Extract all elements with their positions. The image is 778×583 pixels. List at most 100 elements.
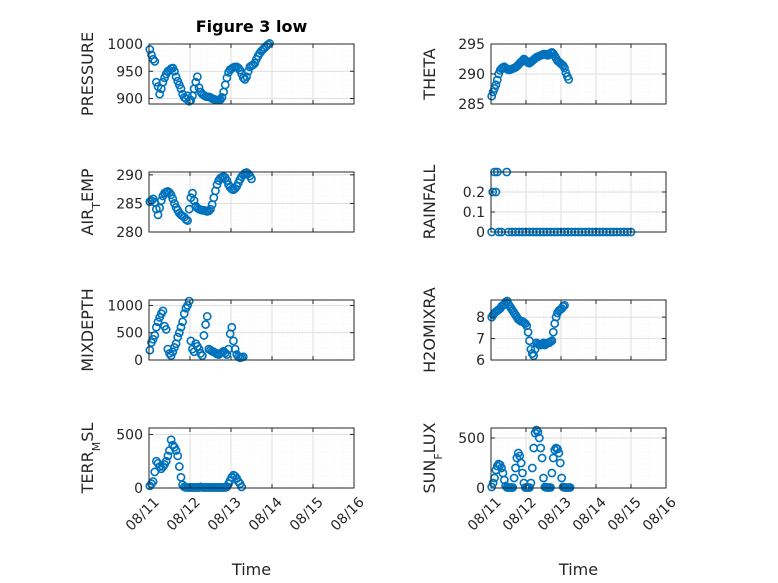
minor-grid [491,300,666,360]
subplot-pressure: 900 950 1000 PRESSURE Figure 3 low [78,17,355,116]
y-tick-label: 950 [116,64,143,80]
data-point [184,296,194,306]
data-point [222,176,232,185]
axes-frame [490,171,667,233]
data-point [147,479,156,489]
data-point [150,57,160,66]
data-point [509,473,519,483]
data-point [147,50,156,60]
data-point [171,446,181,455]
data-point [499,475,509,485]
data-point [215,95,225,105]
data-point [194,344,204,354]
data-point [201,320,210,329]
y-tick-label: 1000 [107,37,143,53]
data-point [183,301,192,310]
data-point [265,39,274,48]
data-point [189,196,199,205]
data-point [488,187,498,197]
axes-frame [148,43,355,105]
data-point [170,199,179,208]
data-point [174,328,184,338]
data-point [557,473,567,483]
data-point [196,349,206,358]
data-point [174,462,184,471]
data-point [487,482,497,492]
y-axis-label: SUNFLUX [420,422,445,493]
major-grid [491,428,666,488]
series-markers [487,48,574,101]
y-label-main: TERR [78,451,97,494]
y-label-subscript: M [90,442,103,452]
data-point [554,448,564,458]
y-axis-label: MIXDEPTH [78,288,97,371]
data-point [155,89,165,99]
data-point [547,468,557,478]
data-point [158,77,168,87]
data-point [491,80,501,90]
y-label-main: SUN [420,460,439,494]
data-point [534,433,544,443]
y-tick-label: 7 [476,332,485,348]
data-point [173,332,183,342]
y-tick-label: 0 [134,481,143,497]
subplot-h2omixra: 6 7 8 H2OMIXRA [420,287,667,373]
subplot-rainfall: 0 0.1 0.2 RAINFALL [420,165,667,241]
data-point [202,311,212,321]
data-point [222,73,232,83]
axes-frame [490,427,667,489]
data-point [153,317,163,327]
y-tick-label: 295 [458,37,485,53]
data-point [155,462,165,471]
y-tick-label: 0 [476,225,485,241]
data-point [222,350,232,359]
data-point [516,458,526,468]
y-axis-label: AIRTEMP [78,168,103,235]
y-tick-label: 0.1 [463,205,485,221]
data-point [229,336,238,346]
data-point [168,194,178,204]
data-point [558,302,568,311]
data-point [217,93,227,102]
y-axis-label: RAINFALL [420,165,439,240]
data-point [158,306,168,316]
y-tick-label: 6 [476,353,485,369]
data-point [536,443,546,453]
data-point [176,322,186,332]
data-point [564,75,574,84]
y-label-main: AIR [78,209,97,236]
major-grid [491,44,666,104]
subplot-theta: 285 290 295 THETA [420,37,667,113]
data-point [247,174,256,184]
x-axis-label: Time [231,560,271,579]
data-point [487,91,497,101]
data-point [170,66,179,76]
data-point [227,322,237,332]
subplot-air_temp: 280 285 290 AIRTEMP [78,168,355,241]
y-label-rest: LUX [420,422,439,453]
data-point [488,478,498,488]
data-point [168,347,178,357]
y-tick-label: 285 [458,97,485,113]
y-axis-label: THETA [420,48,439,100]
axes-frame [490,299,667,361]
y-tick-label: 290 [116,168,143,184]
data-point [230,344,240,354]
y-axis-label: H2OMIXRA [420,287,439,373]
y-tick-label: 0 [134,353,143,369]
data-point [199,331,209,340]
minor-grid [149,300,354,360]
data-point [171,72,181,82]
data-point [197,351,207,361]
data-point [194,83,204,93]
data-point [560,300,569,310]
data-point [497,463,506,473]
data-point [548,453,558,463]
series-markers [145,435,247,492]
data-point [192,72,202,82]
y-tick-label: 285 [116,196,143,212]
data-point [546,337,555,347]
series-markers [487,296,569,361]
y-tick-label: 900 [116,92,143,108]
